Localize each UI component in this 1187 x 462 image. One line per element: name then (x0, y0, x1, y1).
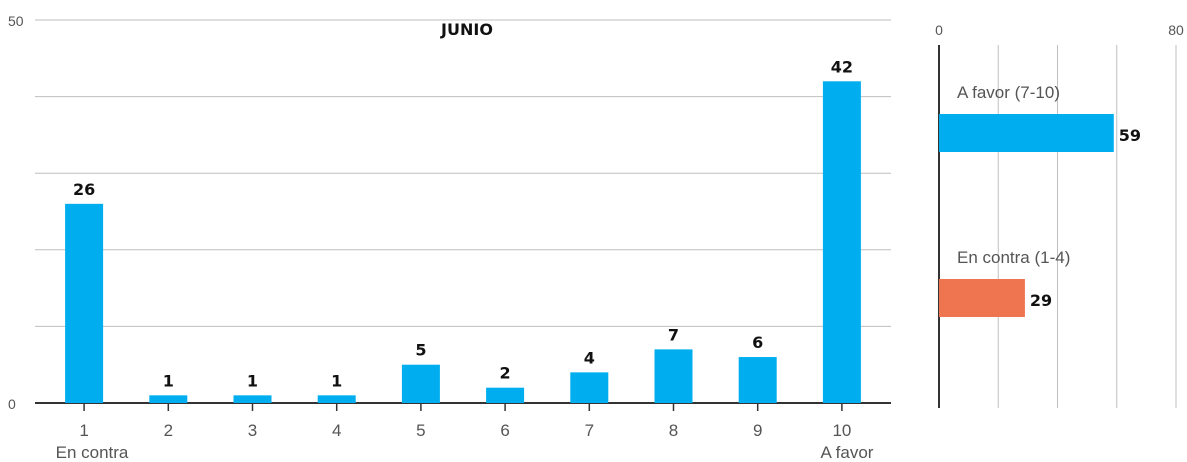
y-tick-min: 0 (8, 396, 16, 412)
x-sublabel-a-favor: A favor (821, 443, 874, 462)
hbar (939, 114, 1114, 152)
bar (65, 203, 104, 403)
label-en-contra: En contra (1-4) (957, 248, 1070, 267)
hbar (939, 279, 1025, 317)
bar-value-label: 42 (831, 57, 853, 76)
hbar-value-label: 29 (1030, 291, 1052, 310)
bar-value-label: 1 (163, 371, 174, 390)
bar (738, 357, 777, 403)
bar (654, 349, 693, 403)
bar-value-label: 6 (752, 333, 763, 352)
bar (233, 395, 272, 403)
bar-value-label: 1 (247, 371, 258, 390)
bar (317, 395, 356, 403)
bar-value-label: 1 (331, 371, 342, 390)
y-tick-max: 50 (8, 13, 24, 29)
x-tick-label: 3 (248, 421, 257, 440)
right-chart-gridlines (938, 45, 1177, 408)
hbar-value-label: 59 (1119, 126, 1141, 145)
x-tick-label: 4 (332, 421, 341, 440)
bar (570, 372, 609, 403)
x-tick-max-right: 80 (1168, 22, 1184, 38)
bar (822, 81, 861, 403)
right-chart-bars (939, 114, 1114, 317)
left-chart-bars (65, 81, 861, 403)
bar (401, 364, 440, 403)
x-sublabel-en-contra: En contra (56, 443, 129, 462)
x-tick-label: 10 (832, 421, 851, 440)
bar (149, 395, 188, 403)
x-tick-label: 6 (500, 421, 509, 440)
x-tick-label: 2 (164, 421, 173, 440)
x-tick-label: 9 (753, 421, 762, 440)
x-tick-label: 7 (585, 421, 594, 440)
bar-value-label: 4 (584, 348, 595, 367)
label-a-favor: A favor (7-10) (957, 83, 1060, 102)
x-tick-label: 5 (416, 421, 425, 440)
right-chart-labels: 0 80 A favor (7-10) En contra (1-4) 59 29 (935, 22, 1184, 310)
chart-title: JUNIO (440, 20, 493, 39)
bar (486, 387, 525, 403)
bar-value-label: 26 (73, 180, 95, 199)
left-chart-labels: JUNIO 50 0 En contra A favor 26112131455… (8, 13, 874, 462)
left-chart-gridlines (35, 19, 891, 411)
x-tick-min-right: 0 (935, 22, 943, 38)
bar-value-label: 7 (668, 325, 679, 344)
x-tick-label: 8 (669, 421, 678, 440)
x-tick-label: 1 (79, 421, 88, 440)
bar-value-label: 5 (415, 341, 426, 360)
bar-value-label: 2 (500, 364, 511, 383)
